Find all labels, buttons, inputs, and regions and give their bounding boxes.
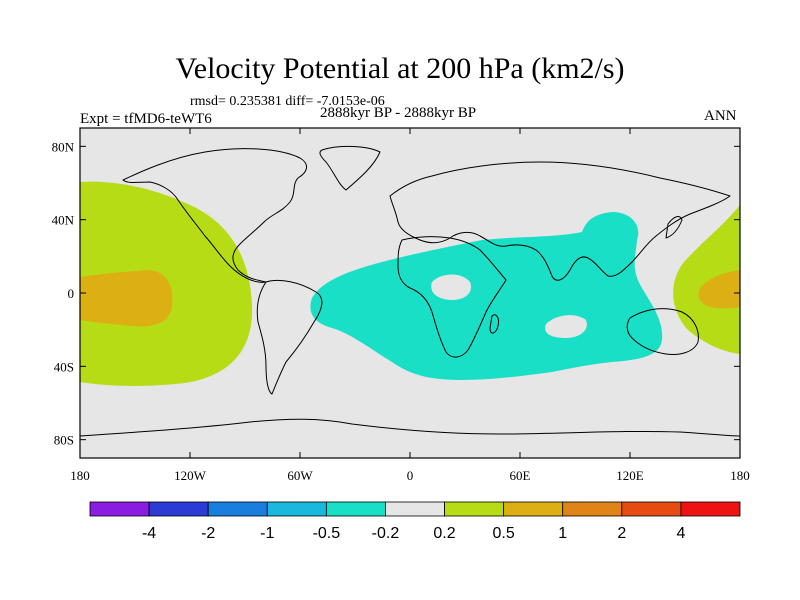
y-tick-label: 80N: [52, 139, 75, 154]
y-tick-label: 80S: [54, 433, 74, 448]
madagascar-outline: [489, 314, 499, 334]
colorbar-label: 4: [676, 525, 685, 542]
x-tick-label: 0: [407, 468, 414, 483]
y-tick-label: 0: [68, 286, 75, 301]
south-america-outline: [256, 279, 323, 395]
colorbar-label: -2: [201, 525, 215, 542]
colorbar-swatch: [385, 501, 445, 517]
africa-indian-negative-area: [310, 212, 663, 380]
colorbar-swatch: [621, 501, 682, 517]
period-label: 2888kyr BP - 2888kyr BP: [320, 105, 477, 121]
central-pacific-core-area: [80, 270, 173, 327]
season-label: ANN: [704, 108, 737, 124]
y-tick-label: 40S: [54, 359, 74, 374]
colorbar-label: 2: [617, 525, 626, 542]
x-tick-label: 60E: [510, 468, 531, 483]
y-tick-label: 40N: [52, 213, 75, 228]
x-tick-label: 120E: [616, 468, 644, 483]
greenland-outline: [319, 145, 381, 191]
coastlines: [80, 145, 740, 437]
north-america-outline: [122, 148, 307, 283]
colorbar-label: 0.2: [433, 525, 455, 542]
colorbar-swatch: [148, 501, 209, 517]
antarctica-outline: [80, 418, 740, 437]
colorbar-swatch: [207, 501, 268, 517]
eurasia-outline: [389, 161, 731, 281]
latitude-axis: 80N 40N 0 40S 80S: [52, 139, 740, 448]
colorbar-label: -1: [260, 525, 274, 542]
experiment-label: Expt = tfMD6-teWT6: [80, 111, 212, 127]
figure-title: Velocity Potential at 200 hPa (km2/s): [175, 52, 625, 85]
colorbar-swatch: [503, 501, 564, 517]
colorbar-swatch: [266, 501, 327, 517]
colorbar-label: -4: [142, 525, 156, 542]
colorbar-label: 1: [558, 525, 567, 542]
x-tick-label: 120W: [174, 468, 207, 483]
colorbar-swatch: [680, 501, 741, 517]
west-pacific-core-area: [698, 270, 740, 309]
colorbar-swatch: [562, 501, 623, 517]
colorbar-label: 0.5: [493, 525, 515, 542]
x-tick-label: 180: [730, 468, 750, 483]
japan-outline: [665, 216, 683, 239]
x-tick-label: 180: [70, 468, 90, 483]
colorbar-swatch: [89, 501, 150, 517]
stats-line: rmsd= 0.235381 diff= -7.0153e-06: [190, 94, 385, 109]
contour-fills: [80, 181, 740, 386]
x-tick-label: 60W: [287, 468, 313, 483]
colorbar-swatch: [325, 501, 386, 517]
west-pacific-positive-area: [673, 205, 740, 354]
australia-outline: [626, 308, 699, 355]
colorbar: -4 -2 -1 -0.5 -0.2 0.2 0.5 1 2 4: [89, 501, 741, 542]
africa-outline: [397, 236, 507, 358]
colorbar-label: -0.5: [313, 525, 341, 542]
colorbar-swatch: [444, 501, 505, 517]
colorbar-label: -0.2: [372, 525, 400, 542]
longitude-axis: 180 120W 60W 0 60E 120E 180: [70, 128, 750, 483]
